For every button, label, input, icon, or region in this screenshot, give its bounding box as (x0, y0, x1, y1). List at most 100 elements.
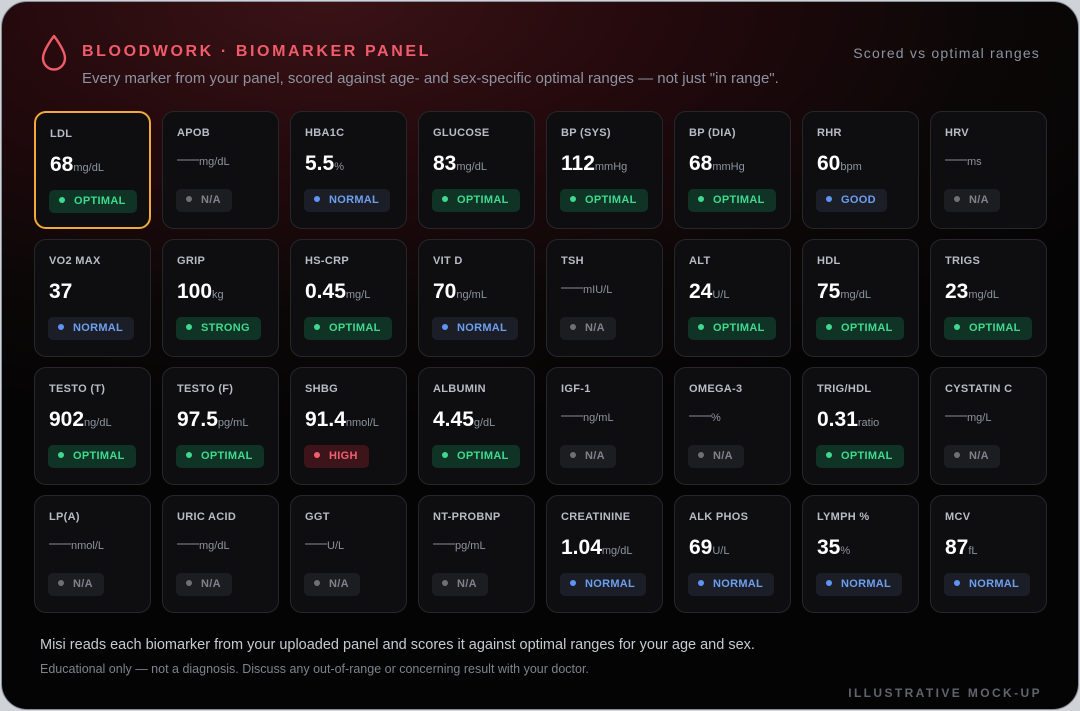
biomarker-card[interactable]: HBA1C 5.5% NORMAL (290, 111, 407, 229)
biomarker-label: TESTO (F) (177, 383, 234, 395)
value-unit: U/L (712, 289, 730, 301)
biomarker-card[interactable]: ALBUMIN 4.45g/dL OPTIMAL (418, 367, 535, 485)
biomarker-card[interactable]: IGF-1 ng/mL N/A (546, 367, 663, 485)
biomarker-card[interactable]: ALK PHOS 69U/L NORMAL (674, 495, 791, 613)
biomarker-label: TSH (561, 255, 584, 267)
biomarker-value: 87fL (945, 536, 978, 560)
biomarker-value: 23mg/dL (945, 280, 999, 304)
status-text: OPTIMAL (969, 322, 1021, 334)
biomarker-card[interactable]: VIT D 70ng/mL NORMAL (418, 239, 535, 357)
status-badge: N/A (560, 445, 616, 468)
biomarker-grid: LDL 68mg/dL OPTIMAL APOB mg/dL N/A HBA1C 5.5% NO… (34, 111, 1047, 613)
biomarker-card[interactable]: LP(A) nmol/L N/A (34, 495, 151, 613)
biomarker-label: VO2 MAX (49, 255, 101, 267)
status-text: OPTIMAL (201, 450, 253, 462)
biomarker-card[interactable]: TESTO (T) 902ng/dL OPTIMAL (34, 367, 151, 485)
value-unit: mmHg (594, 161, 628, 173)
status-text: N/A (969, 194, 989, 206)
biomarker-card[interactable]: NT-PROBNP pg/mL N/A (418, 495, 535, 613)
biomarker-label: GGT (305, 511, 330, 523)
blood-drop-icon (41, 34, 67, 71)
status-badge: OPTIMAL (304, 317, 392, 340)
status-dot-icon (570, 452, 576, 458)
biomarker-value: 83mg/dL (433, 152, 487, 176)
biomarker-card[interactable]: TSH mIU/L N/A (546, 239, 663, 357)
status-text: OPTIMAL (457, 450, 509, 462)
status-text: OPTIMAL (329, 322, 381, 334)
biomarker-label: ALT (689, 255, 711, 267)
status-badge: OPTIMAL (176, 445, 264, 468)
biomarker-card[interactable]: ALT 24U/L OPTIMAL (674, 239, 791, 357)
biomarker-value: 1.04mg/dL (561, 536, 632, 560)
status-dot-icon (442, 580, 448, 586)
biomarker-value: ng/mL (561, 408, 614, 426)
biomarker-card[interactable]: VO2 MAX 37 NORMAL (34, 239, 151, 357)
status-dot-icon (186, 580, 192, 586)
biomarker-card[interactable]: GLUCOSE 83mg/dL OPTIMAL (418, 111, 535, 229)
value-number: 24 (689, 280, 713, 303)
biomarker-card[interactable]: RHR 60bpm GOOD (802, 111, 919, 229)
value-unit: mg/dL (199, 156, 230, 168)
biomarker-value: mg/L (945, 408, 991, 426)
status-dot-icon (570, 580, 576, 586)
status-text: NORMAL (585, 578, 636, 590)
biomarker-card[interactable]: MCV 87fL NORMAL (930, 495, 1047, 613)
biomarker-label: GLUCOSE (433, 127, 490, 139)
biomarker-card[interactable]: HS-CRP 0.45mg/L OPTIMAL (290, 239, 407, 357)
status-text: OPTIMAL (713, 194, 765, 206)
biomarker-card[interactable]: BP (SYS) 112mmHg OPTIMAL (546, 111, 663, 229)
status-text: HIGH (329, 450, 358, 462)
biomarker-card[interactable]: CYSTATIN C mg/L N/A (930, 367, 1047, 485)
biomarker-card[interactable]: HRV ms N/A (930, 111, 1047, 229)
status-badge: NORMAL (304, 189, 391, 212)
biomarker-card[interactable]: OMEGA-3% N/A (674, 367, 791, 485)
biomarker-card[interactable]: BP (DIA) 68mmHg OPTIMAL (674, 111, 791, 229)
biomarker-value: 0.31ratio (817, 408, 879, 432)
status-text: STRONG (201, 322, 250, 334)
biomarker-card[interactable]: URIC ACID mg/dL N/A (162, 495, 279, 613)
biomarker-card[interactable]: GRIP 100kg STRONG (162, 239, 279, 357)
value-unit: kg (212, 289, 224, 301)
status-text: NORMAL (969, 578, 1020, 590)
biomarker-value: 68mmHg (689, 152, 745, 176)
biomarker-label: ALBUMIN (433, 383, 486, 395)
status-text: N/A (969, 450, 989, 462)
page-title: BLOODWORK · BIOMARKER PANEL (82, 43, 431, 60)
biomarker-label: URIC ACID (177, 511, 237, 523)
value-number: 68 (689, 152, 713, 175)
status-dot-icon (186, 324, 192, 330)
status-badge: OPTIMAL (688, 317, 776, 340)
biomarker-label: IGF-1 (561, 383, 591, 395)
value-unit: % (711, 412, 721, 424)
value-unit: mg/L (345, 289, 371, 301)
biomarker-card[interactable]: LYMPH % 35% NORMAL (802, 495, 919, 613)
status-text: GOOD (841, 194, 876, 206)
scoring-note: Scored vs optimal ranges (853, 45, 1040, 61)
biomarker-card[interactable]: LDL 68mg/dL OPTIMAL (34, 111, 151, 229)
status-badge: NORMAL (560, 573, 647, 596)
status-dot-icon (58, 324, 64, 330)
biomarker-card[interactable]: TRIGS 23mg/dL OPTIMAL (930, 239, 1047, 357)
missing-value-dash (945, 159, 967, 161)
status-text: N/A (329, 578, 349, 590)
biomarker-card[interactable]: SHBG 91.4nmol/L HIGH (290, 367, 407, 485)
biomarker-card[interactable]: TESTO (F) 97.5pg/mL OPTIMAL (162, 367, 279, 485)
value-number: 100 (177, 280, 213, 303)
biomarker-card[interactable]: TRIG/HDL 0.31ratio OPTIMAL (802, 367, 919, 485)
biomarker-card[interactable]: HDL 75mg/dL OPTIMAL (802, 239, 919, 357)
biomarker-card[interactable]: APOB mg/dL N/A (162, 111, 279, 229)
status-text: NORMAL (841, 578, 892, 590)
status-dot-icon (59, 197, 65, 203)
biomarker-card[interactable]: CREATININE 1.04mg/dL NORMAL (546, 495, 663, 613)
biomarker-value: 70ng/mL (433, 280, 487, 304)
value-unit: mg/dL (199, 540, 230, 552)
biomarker-label: LDL (50, 128, 73, 140)
status-dot-icon (698, 324, 704, 330)
biomarker-value: 75mg/dL (817, 280, 871, 304)
missing-value-dash (433, 543, 455, 545)
status-dot-icon (186, 452, 192, 458)
status-badge: OPTIMAL (816, 317, 904, 340)
value-number: 4.45 (433, 408, 474, 431)
biomarker-card[interactable]: GGT U/L N/A (290, 495, 407, 613)
